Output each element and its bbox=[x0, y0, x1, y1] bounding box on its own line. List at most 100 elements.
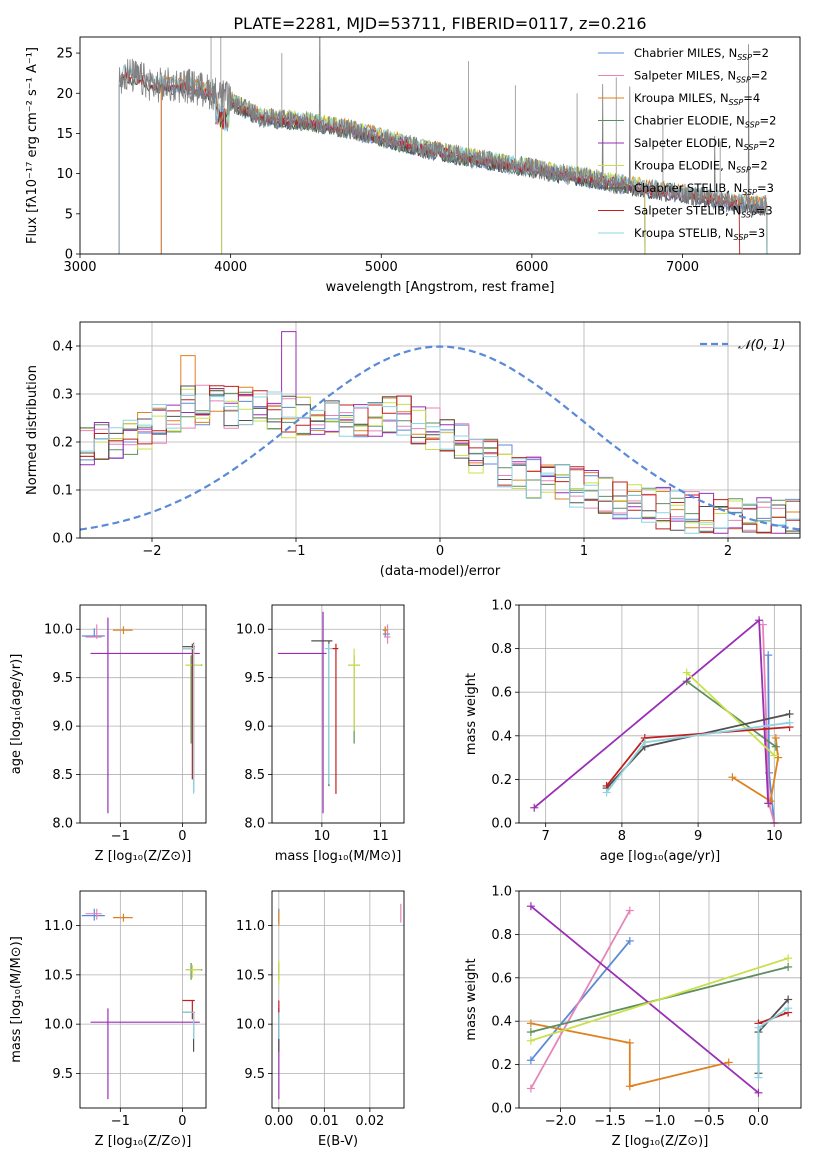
histogram-series bbox=[80, 391, 800, 534]
x-tick-label: −1 bbox=[111, 1114, 130, 1129]
x-axis-label: mass [log₁₀(M/M⊙)] bbox=[275, 849, 402, 864]
y-tick-label: 0.0 bbox=[491, 1102, 512, 1117]
weight-vs-age-plot: 7 8 9 10 0.0 0.2 0.4 0.6 0.8 1.0 age [log₁₀(age/yr… bbox=[464, 599, 802, 864]
histogram-lines bbox=[80, 331, 800, 534]
x-tick-label: −1.0 bbox=[644, 1114, 676, 1129]
spectrum-frame bbox=[79, 36, 801, 255]
spectrum-series bbox=[118, 74, 768, 254]
y-tick-label: 10.0 bbox=[236, 623, 265, 638]
y-tick-label: 0.8 bbox=[491, 928, 512, 943]
x-axis-label: Z [log₁₀(Z/Z⊙)] bbox=[95, 1134, 192, 1149]
legend-label: Kroupa MILES, NSSP=4 bbox=[634, 91, 760, 107]
y-tick-label: 0.4 bbox=[491, 1015, 512, 1030]
x-tick-label: 7 bbox=[542, 829, 550, 844]
y-tick-label: 1.0 bbox=[491, 599, 512, 614]
y-tick-label: 0.8 bbox=[491, 642, 512, 657]
x-axis-label: (data-model)/error bbox=[380, 564, 501, 579]
y-tick-label: 10.0 bbox=[236, 1018, 265, 1033]
y-tick-label: 9.0 bbox=[244, 720, 265, 735]
legend-label: Salpeter MILES, NSSP=2 bbox=[634, 69, 768, 85]
y-axis-label: Normed distribution bbox=[25, 365, 40, 495]
x-tick-label: −2.0 bbox=[545, 1114, 577, 1129]
x-tick-label: 0 bbox=[436, 544, 444, 559]
x-tick-label: 0.02 bbox=[355, 1114, 384, 1129]
y-axis-label: age [log₁₀(age/yr)] bbox=[9, 654, 24, 775]
x-tick-label: −0.5 bbox=[693, 1114, 725, 1129]
mass-vs-Z-frame bbox=[79, 890, 207, 1109]
normed-distribution-plot: −2 −1 0 1 2 0.0 0.1 0.2 0.3 0.4 (data-model)/error… bbox=[25, 321, 801, 579]
legend-label: Chabrier ELODIE, NSSP=2 bbox=[634, 114, 776, 130]
age-vs-mass-plot: 10 11 8.0 8.5 9.0 9.5 10.0 mass [log₁₀(M/M⊙)] bbox=[236, 604, 405, 864]
weight-series-line bbox=[530, 910, 631, 1089]
y-tick-label: 10.5 bbox=[236, 968, 265, 983]
y-tick-label: 9.5 bbox=[52, 1067, 73, 1082]
spectrum-legend: Chabrier MILES, NSSP=2 Salpeter MILES, NS… bbox=[598, 46, 776, 242]
y-tick-label: 0.2 bbox=[52, 436, 73, 451]
y-tick-label: 8.5 bbox=[244, 768, 265, 783]
age-vs-Z-grid bbox=[80, 605, 206, 824]
weight-vs-age-frame bbox=[518, 604, 802, 824]
x-axis-label: Z [log₁₀(Z/Z⊙)] bbox=[612, 1134, 709, 1149]
y-tick-label: 0.2 bbox=[491, 1058, 512, 1073]
x-tick-label: −1 bbox=[286, 544, 305, 559]
y-tick-label: 0.4 bbox=[491, 729, 512, 744]
x-tick-label: 7000 bbox=[666, 260, 699, 275]
y-tick-label: 8.0 bbox=[52, 817, 73, 832]
x-tick-label: 3000 bbox=[63, 260, 96, 275]
spectrum-lines bbox=[118, 37, 768, 254]
y-tick-label: 10 bbox=[56, 167, 73, 182]
spectrum-plot: 3000 4000 5000 6000 7000 0 5 10 15 20 25 wavelength… bbox=[25, 36, 801, 295]
x-tick-label: 8 bbox=[618, 829, 626, 844]
legend-label: Salpeter ELODIE, NSSP=2 bbox=[634, 136, 775, 152]
x-tick-label: 10 bbox=[314, 829, 331, 844]
x-tick-label: −2 bbox=[142, 544, 161, 559]
x-tick-label: 1 bbox=[580, 544, 588, 559]
legend-label: Chabrier MILES, NSSP=2 bbox=[634, 46, 769, 62]
y-tick-label: 8.0 bbox=[244, 817, 265, 832]
x-axis-label: Z [log₁₀(Z/Z⊙)] bbox=[95, 849, 192, 864]
y-tick-label: 5 bbox=[65, 207, 73, 222]
legend-label: Kroupa STELIB, NSSP=3 bbox=[634, 226, 765, 242]
y-tick-label: 0.4 bbox=[52, 340, 73, 355]
y-tick-label: 0.2 bbox=[491, 773, 512, 788]
mass-vs-EBV-plot: 0.00 0.01 0.02 9.5 10.0 10.5 11.0 E(B-V) bbox=[236, 890, 405, 1149]
weight-vs-Z-frame bbox=[518, 890, 802, 1109]
mass-vs-Z-plot: −1 0 9.5 10.0 10.5 11.0 Z [log₁₀(Z/Z⊙)] mass [l… bbox=[9, 890, 207, 1149]
y-tick-label: 25 bbox=[56, 47, 73, 62]
normed-distribution-frame bbox=[79, 321, 801, 539]
y-axis-label: Flux [fλ10⁻¹⁷ erg cm⁻² s⁻¹ A⁻¹] bbox=[25, 47, 40, 244]
y-axis-label: mass weight bbox=[464, 673, 479, 755]
mass-vs-Z-points bbox=[81, 908, 203, 1100]
x-tick-label: 0 bbox=[178, 1114, 186, 1129]
normal-curve bbox=[80, 345, 800, 531]
mass-vs-EBV-points bbox=[278, 903, 402, 1100]
x-tick-label: 6000 bbox=[515, 260, 548, 275]
y-tick-label: 0.0 bbox=[52, 532, 73, 547]
x-tick-label: 4000 bbox=[214, 260, 247, 275]
x-tick-label: 9 bbox=[694, 829, 702, 844]
y-tick-label: 1.0 bbox=[491, 885, 512, 900]
y-tick-label: 0.6 bbox=[491, 971, 512, 986]
y-tick-label: 0.0 bbox=[491, 817, 512, 832]
y-tick-label: 9.5 bbox=[52, 671, 73, 686]
x-tick-label: 10 bbox=[766, 829, 783, 844]
x-tick-label: 5000 bbox=[365, 260, 398, 275]
weight-vs-Z-series bbox=[526, 902, 793, 1097]
y-tick-label: 0 bbox=[65, 248, 73, 263]
x-tick-label: −1.5 bbox=[594, 1114, 626, 1129]
y-tick-label: 11.0 bbox=[44, 919, 73, 934]
y-axis-label: mass weight bbox=[464, 958, 479, 1040]
x-tick-label: 0 bbox=[178, 829, 186, 844]
y-tick-label: 10.0 bbox=[44, 1018, 73, 1033]
age-vs-mass-frame bbox=[271, 604, 405, 824]
age-vs-Z-points bbox=[81, 617, 203, 814]
weight-series-line bbox=[530, 905, 760, 1094]
y-axis-label: mass [log₁₀(M/M⊙)] bbox=[9, 936, 24, 1063]
y-tick-label: 8.5 bbox=[52, 768, 73, 783]
x-tick-label: 2 bbox=[724, 544, 732, 559]
weight-series-line bbox=[731, 737, 780, 803]
y-tick-label: 20 bbox=[56, 87, 73, 102]
y-tick-label: 9.5 bbox=[244, 671, 265, 686]
x-tick-label: 11 bbox=[372, 829, 389, 844]
age-vs-Z-plot: −1 0 8.0 8.5 9.0 9.5 10.0 Z [log₁₀(Z/Z⊙)] age [l… bbox=[9, 604, 207, 864]
